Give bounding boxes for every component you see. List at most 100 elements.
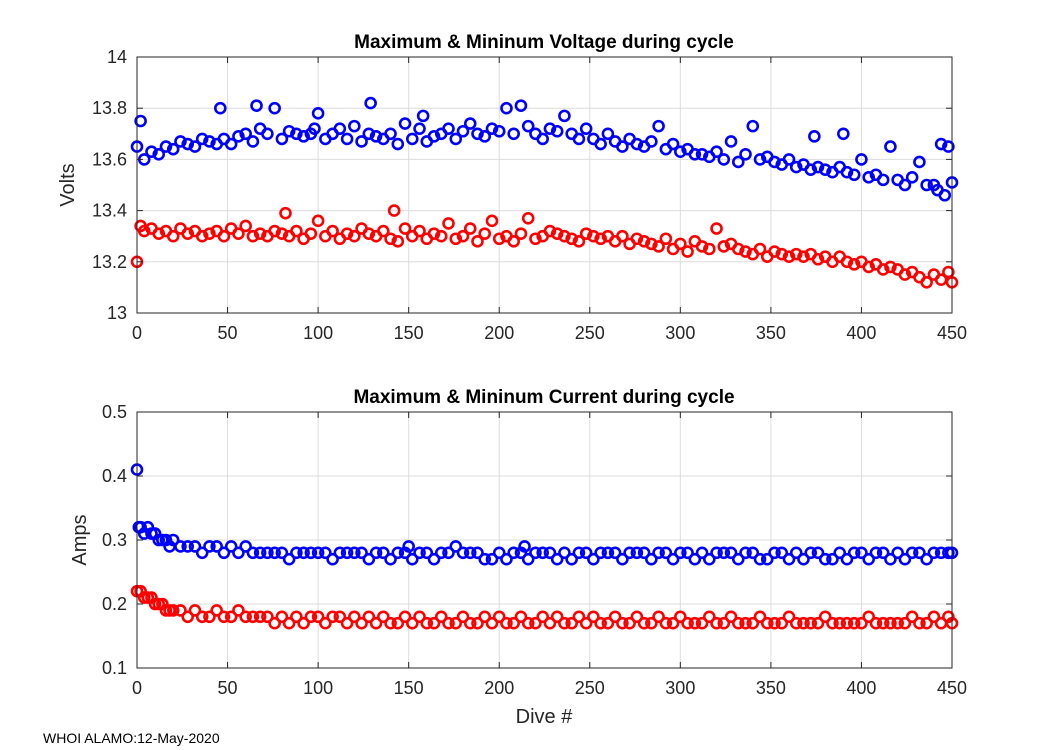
voltage-point-maximum: [152, 147, 166, 161]
voltage-point-maximum: [913, 155, 926, 169]
voltage-point-minimum: [898, 268, 912, 281]
current-point-minimum: [275, 610, 289, 624]
current-point-maximum: [630, 546, 644, 560]
voltage-point-minimum: [710, 222, 723, 235]
current-point-maximum: [174, 540, 187, 553]
voltage-point-maximum: [782, 153, 796, 166]
voltage-point-minimum: [290, 224, 303, 238]
current-point-maximum: [637, 546, 651, 560]
voltage-point-maximum: [847, 168, 861, 182]
current-point-maximum: [717, 546, 731, 560]
current-point-maximum: [905, 546, 919, 560]
voltage-axes-box: [136, 56, 953, 314]
current-x-tick-label: 250: [575, 678, 605, 698]
current-point-minimum: [210, 604, 223, 617]
voltage-point-maximum: [674, 145, 687, 159]
voltage-point-minimum: [362, 227, 376, 240]
current-point-maximum: [377, 546, 390, 560]
current-point-maximum: [402, 540, 415, 553]
voltage-point-maximum: [471, 127, 484, 141]
current-point-minimum: [340, 616, 354, 630]
current-point-maximum: [601, 546, 615, 560]
voltage-point-minimum: [449, 232, 463, 246]
current-point-maximum: [739, 546, 752, 560]
voltage-point-maximum: [311, 107, 325, 120]
current-point-maximum: [391, 546, 405, 560]
current-point-maximum: [340, 546, 354, 560]
voltage-point-maximum: [333, 122, 347, 135]
voltage-point-minimum: [137, 224, 151, 238]
current-point-minimum: [369, 616, 383, 630]
voltage-point-minimum: [427, 227, 441, 240]
current-point-maximum: [405, 552, 419, 566]
current-point-minimum: [166, 604, 180, 617]
current-point-minimum: [326, 610, 339, 624]
current-point-minimum: [724, 610, 738, 624]
voltage-point-minimum: [681, 245, 694, 258]
voltage-x-tick-label: 350: [756, 323, 786, 343]
voltage-plot-area: [137, 57, 952, 313]
current-point-maximum: [326, 552, 339, 566]
voltage-point-minimum: [876, 263, 890, 276]
voltage-point-maximum: [876, 173, 890, 187]
voltage-point-maximum: [463, 117, 477, 130]
voltage-point-maximum: [724, 135, 738, 148]
voltage-point-minimum: [239, 219, 252, 233]
current-point-minimum: [449, 616, 463, 630]
current-point-minimum: [529, 616, 542, 630]
current-point-minimum: [840, 616, 854, 630]
voltage-point-maximum: [942, 140, 955, 153]
voltage-point-maximum: [652, 119, 665, 133]
current-point-minimum: [239, 610, 252, 624]
current-point-maximum: [434, 546, 448, 560]
voltage-x-tick-label: 450: [937, 323, 967, 343]
voltage-x-tick-label: 200: [484, 323, 514, 343]
current-point-maximum: [608, 546, 622, 560]
voltage-point-maximum: [405, 132, 419, 146]
voltage-point-maximum: [558, 109, 571, 123]
voltage-point-minimum: [637, 235, 651, 248]
current-y-axis-label: Amps: [69, 514, 91, 565]
voltage-point-minimum: [348, 229, 361, 243]
current-point-maximum: [536, 546, 549, 560]
voltage-point-maximum: [695, 147, 709, 161]
current-point-maximum: [304, 546, 318, 560]
voltage-point-minimum: [782, 250, 796, 263]
current-point-minimum: [637, 616, 651, 630]
voltage-point-minimum: [572, 235, 586, 248]
voltage-point-minimum: [717, 240, 731, 253]
current-point-maximum: [355, 546, 368, 560]
current-x-tick-label: 350: [756, 678, 786, 698]
voltage-point-maximum: [384, 127, 397, 141]
voltage-point-minimum: [862, 260, 875, 274]
voltage-point-minimum: [203, 227, 216, 240]
current-point-minimum: [688, 616, 702, 630]
voltage-point-maximum: [645, 135, 658, 148]
voltage-point-maximum: [427, 130, 441, 143]
voltage-point-minimum: [311, 214, 325, 228]
current-point-maximum: [623, 546, 636, 560]
current-point-minimum: [188, 604, 202, 617]
current-point-maximum: [485, 552, 499, 566]
current-point-maximum: [789, 546, 803, 560]
current-point-minimum: [268, 616, 281, 630]
voltage-point-maximum: [416, 109, 430, 123]
voltage-point-maximum: [159, 140, 173, 153]
voltage-point-maximum: [840, 165, 854, 179]
current-point-minimum: [681, 616, 694, 630]
current-point-minimum: [594, 616, 607, 630]
current-point-minimum: [768, 616, 781, 630]
current-x-tick-label: 300: [665, 678, 695, 698]
current-point-maximum: [876, 546, 890, 560]
current-point-maximum: [333, 546, 347, 560]
voltage-y-axis-label: Volts: [57, 163, 79, 206]
voltage-point-minimum: [695, 240, 709, 253]
voltage-point-minimum: [507, 235, 521, 248]
current-point-minimum: [377, 610, 390, 624]
current-point-minimum: [731, 616, 745, 630]
voltage-point-minimum: [253, 227, 267, 240]
voltage-point-maximum: [232, 130, 245, 143]
current-point-maximum: [384, 552, 397, 566]
current-point-minimum: [710, 616, 723, 630]
voltage-point-minimum: [529, 232, 542, 246]
